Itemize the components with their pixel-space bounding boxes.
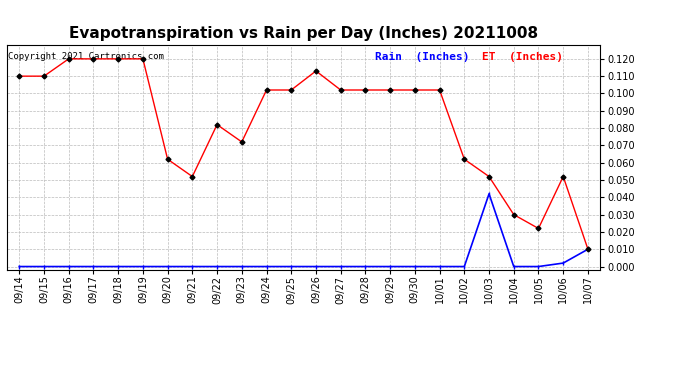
Text: ET  (Inches): ET (Inches)	[482, 52, 562, 62]
Text: Evapotranspiration vs Rain per Day (Inches) 20211008: Evapotranspiration vs Rain per Day (Inch…	[69, 26, 538, 41]
Text: Copyright 2021 Cartronics.com: Copyright 2021 Cartronics.com	[8, 52, 164, 61]
Text: Rain  (Inches): Rain (Inches)	[375, 52, 469, 62]
